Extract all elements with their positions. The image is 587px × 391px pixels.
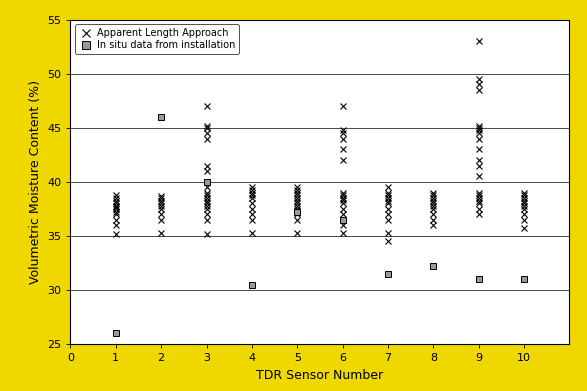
Legend: Apparent Length Approach, In situ data from installation: Apparent Length Approach, In situ data f… (75, 24, 239, 54)
X-axis label: TDR Sensor Number: TDR Sensor Number (257, 369, 383, 382)
Y-axis label: Volumetric Moisture Content (%): Volumetric Moisture Content (%) (29, 80, 42, 284)
